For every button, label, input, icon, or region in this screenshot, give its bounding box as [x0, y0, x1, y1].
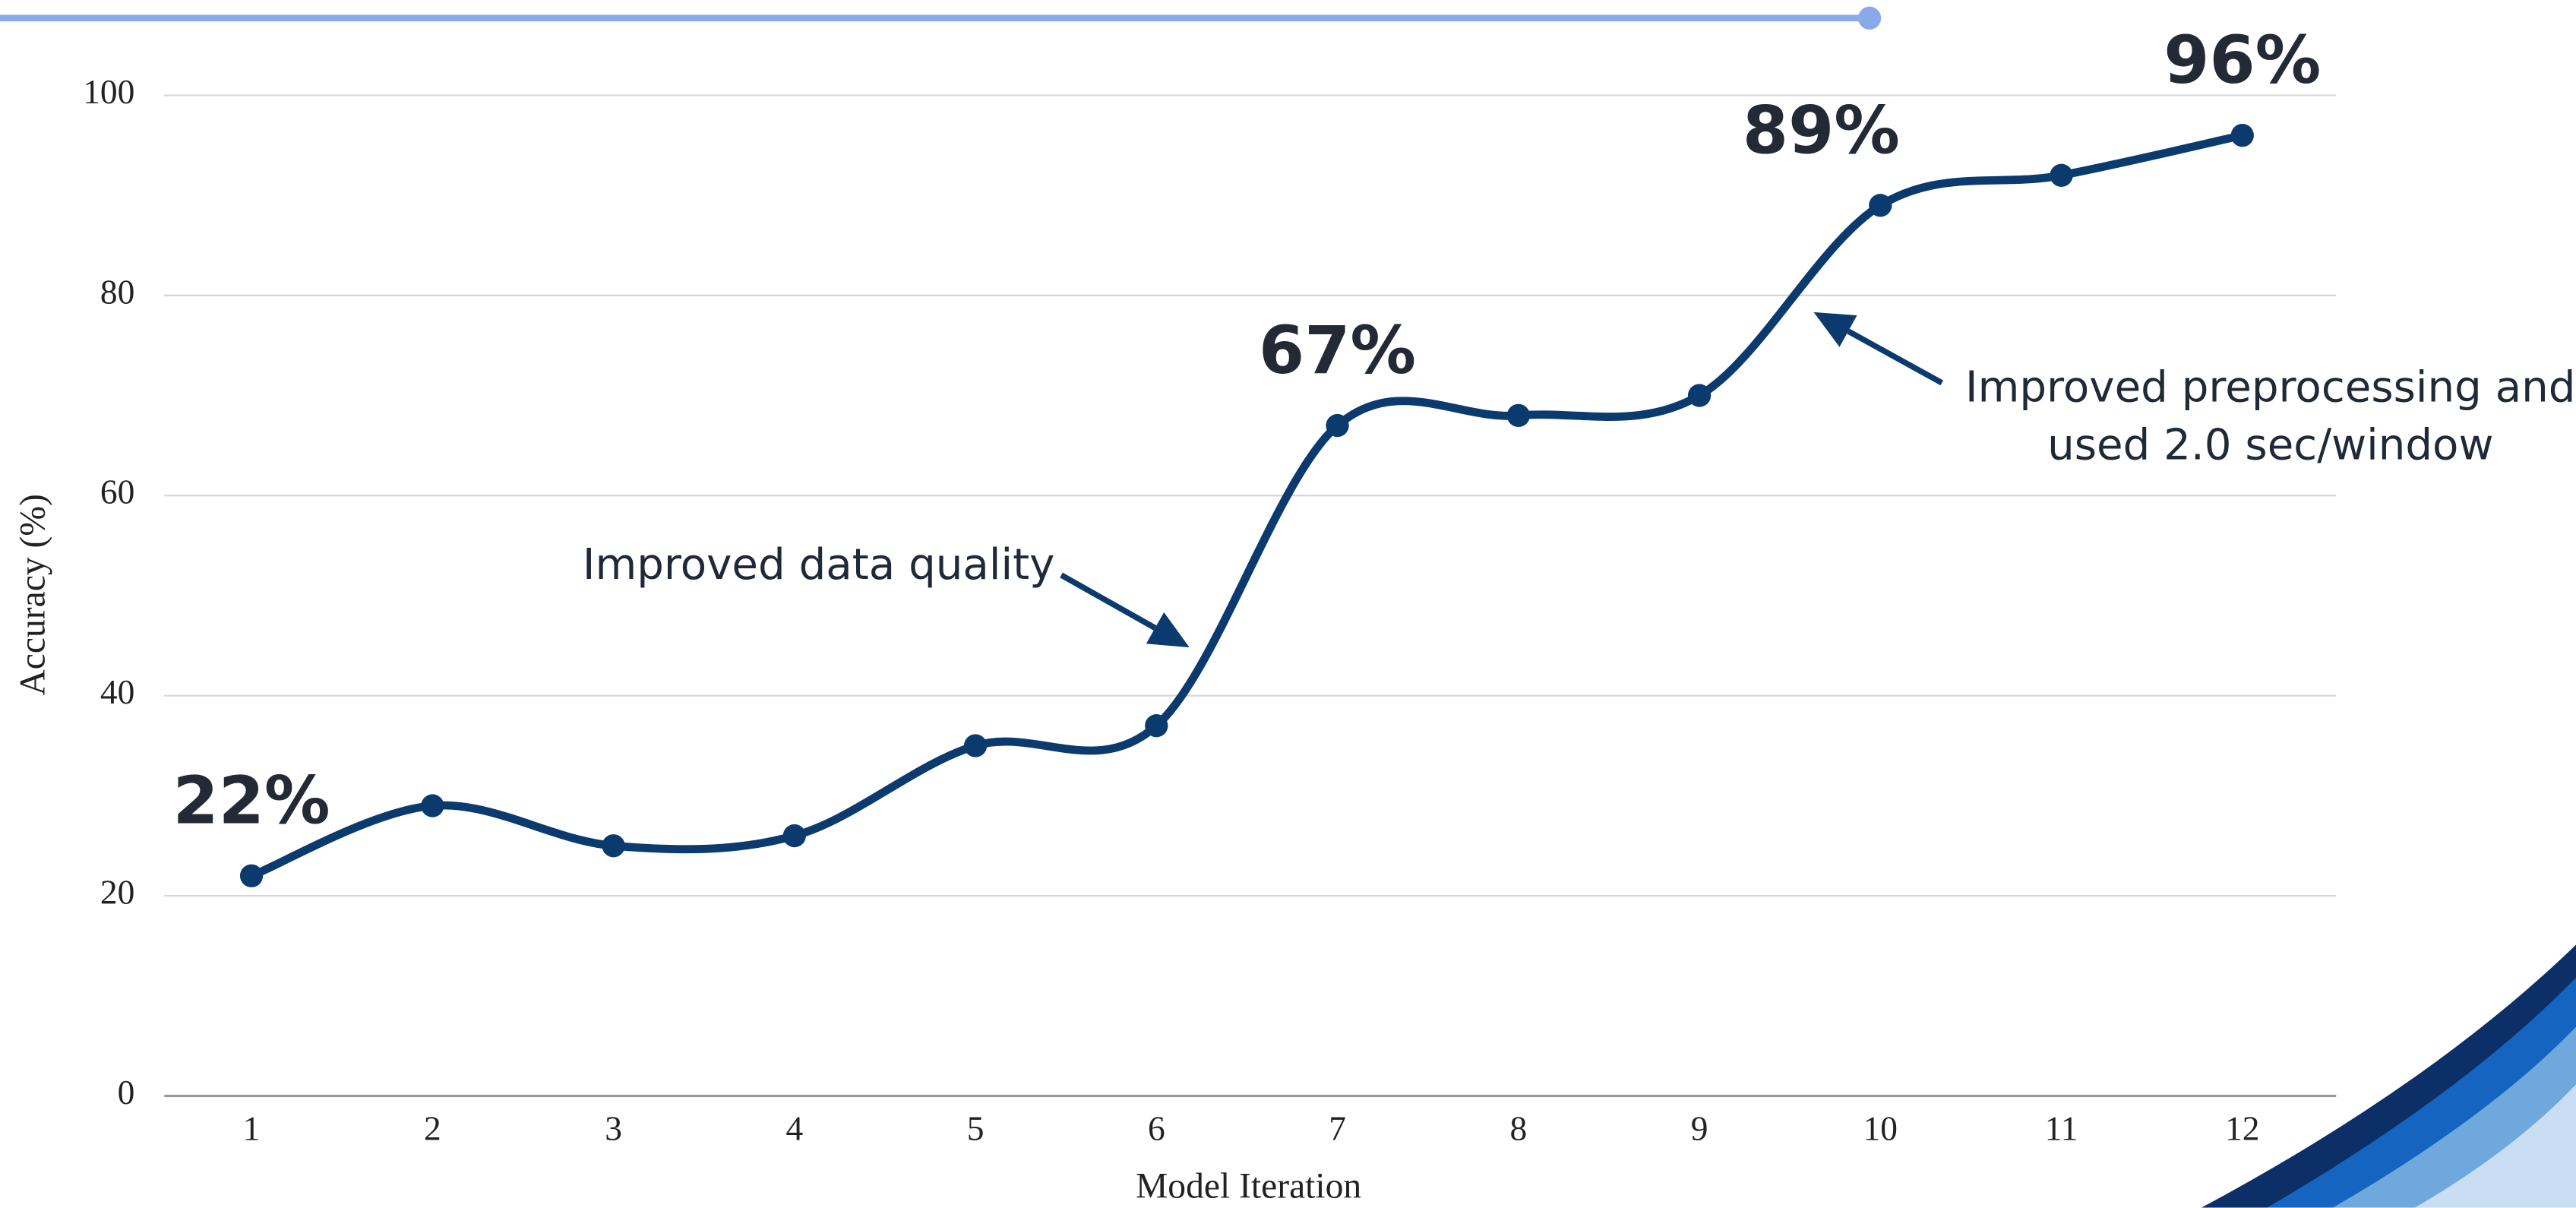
- point: [782, 824, 806, 848]
- annotation: Improved preprocessing and used 2.0 sec/w…: [1965, 362, 2575, 470]
- x-tick-label: 7: [1329, 1109, 1346, 1147]
- decor-corner: [2201, 944, 2576, 1208]
- x-tick-label: 3: [605, 1109, 622, 1147]
- x-tick-label: 11: [2045, 1109, 2078, 1147]
- x-tick-label: 2: [424, 1109, 441, 1147]
- x-tick-label: 6: [1148, 1109, 1165, 1147]
- decor-dot: [1857, 6, 1882, 30]
- arrow-shaft: [1060, 572, 1157, 631]
- point: [1506, 403, 1530, 428]
- x-tick-label: 9: [1691, 1109, 1708, 1147]
- value-label: 67%: [1259, 313, 1416, 389]
- x-axis-label: Model Iteration: [1136, 1167, 1361, 1206]
- value-label: 89%: [1743, 93, 1900, 169]
- x-tick-label: 10: [1863, 1109, 1898, 1147]
- value-label: 96%: [2164, 23, 2321, 99]
- point: [602, 834, 625, 858]
- point: [2050, 163, 2073, 187]
- y-tick-label: 0: [118, 1074, 135, 1112]
- point: [2230, 123, 2254, 147]
- arrow-head: [1813, 311, 1857, 347]
- y-axis-label: Accuracy (%): [13, 494, 52, 695]
- y-tick-label: 60: [100, 473, 134, 511]
- annotation-line: Improved preprocessing and: [1965, 362, 2575, 412]
- annotation-line: used 2.0 sec/window: [2047, 420, 2493, 470]
- arrow-head: [1146, 612, 1190, 648]
- y-tick-label: 40: [100, 673, 134, 711]
- point: [1687, 384, 1712, 407]
- point: [1145, 714, 1168, 738]
- x-tick-label: 8: [1509, 1109, 1527, 1147]
- x-tick-label: 1: [243, 1109, 261, 1147]
- x-tick-label: 5: [967, 1109, 985, 1147]
- point: [421, 794, 444, 817]
- value-label: 22%: [173, 764, 330, 840]
- x-tick-label: 4: [785, 1109, 803, 1147]
- arrow-shaft: [1847, 328, 1944, 386]
- point: [1869, 194, 1892, 217]
- point: [239, 864, 264, 887]
- y-tick-label: 100: [83, 73, 134, 111]
- y-tick-label: 20: [100, 874, 134, 912]
- line: [250, 131, 2243, 880]
- annotation: Improved data quality: [583, 540, 1055, 590]
- x-tick-label: 12: [2225, 1109, 2259, 1147]
- annotation-line: Improved data quality: [583, 540, 1055, 590]
- point: [1326, 413, 1349, 438]
- point: [963, 734, 988, 757]
- y-tick-label: 80: [100, 273, 134, 311]
